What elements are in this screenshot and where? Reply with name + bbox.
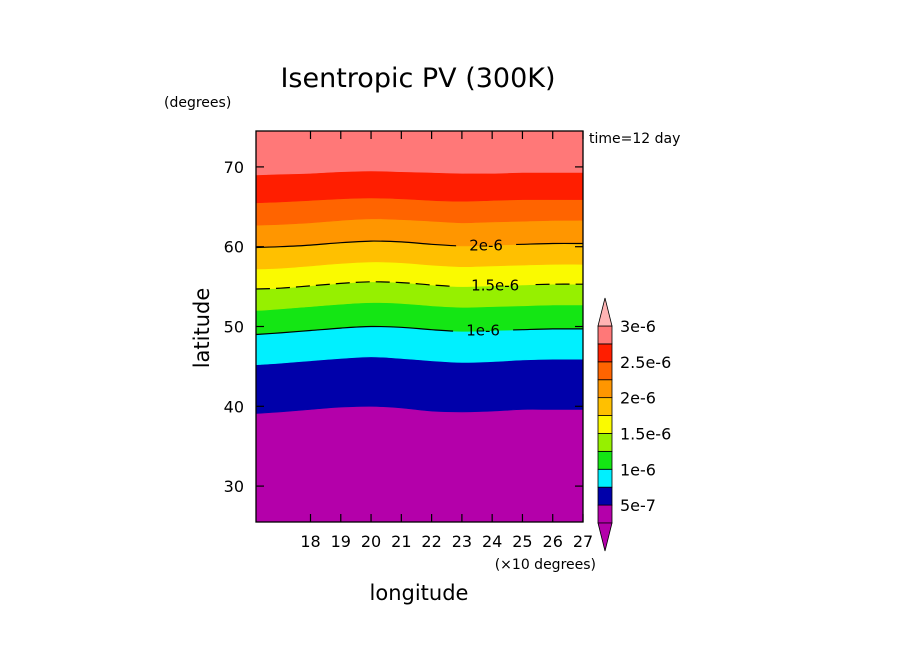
x-tick-label: 27 <box>573 532 593 551</box>
y-tick-label: 30 <box>224 477 244 496</box>
x-tick-label: 23 <box>452 532 472 551</box>
colorbar-label: 1e-6 <box>620 460 656 479</box>
x-tick-label: 26 <box>543 532 563 551</box>
colorbar-label: 2e-6 <box>620 389 656 408</box>
colorbar-band <box>597 343 613 363</box>
chart-title: Isentropic PV (300K) <box>280 63 555 94</box>
x-tick-label: 20 <box>361 532 381 551</box>
colorbar-band <box>597 450 613 470</box>
x-tick-label: 25 <box>512 532 532 551</box>
colorbar-band <box>597 361 613 381</box>
contour-band <box>255 326 584 366</box>
y-axis-label: latitude <box>190 288 214 369</box>
y-unit-label: (degrees) <box>164 95 231 111</box>
y-tick-labels: 30 40 50 60 70 <box>224 158 244 496</box>
contour-band <box>255 356 584 414</box>
contour-line <box>256 325 583 336</box>
time-annotation: time=12 day <box>589 131 680 147</box>
x-axis-label: longitude <box>370 581 469 605</box>
contour-labels: 2e-6 1.5e-6 1e-6 <box>466 236 519 339</box>
x-tick-label: 19 <box>331 532 351 551</box>
contour-label: 1.5e-6 <box>471 277 519 295</box>
y-tick-label: 60 <box>224 238 244 257</box>
contour-band <box>255 405 584 523</box>
y-tick-label: 50 <box>224 318 244 337</box>
y-tick-label: 70 <box>224 158 244 177</box>
contour-band <box>255 130 584 176</box>
contour-fills <box>255 130 584 523</box>
contour-line <box>256 240 583 249</box>
contour-band <box>255 170 584 204</box>
colorbar-band <box>597 468 613 488</box>
colorbar-label: 1.5e-6 <box>620 424 671 443</box>
axis-ticks <box>256 131 584 522</box>
colorbar-label: 5e-7 <box>620 496 656 515</box>
colorbar-over-arrow <box>597 297 613 327</box>
x-tick-label: 18 <box>300 532 320 551</box>
colorbar-band <box>597 486 613 506</box>
colorbar-band <box>597 504 613 524</box>
x-tick-label: 21 <box>391 532 411 551</box>
y-tick-label: 40 <box>224 397 244 416</box>
colorbar-band <box>597 379 613 399</box>
colorbar-label: 2.5e-6 <box>620 353 671 372</box>
colorbar-under-arrow <box>597 522 613 552</box>
x-tick-label: 24 <box>482 532 502 551</box>
x-tick-label: 22 <box>421 532 441 551</box>
colorbar-band <box>597 433 613 452</box>
colorbar-band <box>597 415 613 434</box>
colorbar-label: 3e-6 <box>620 317 656 336</box>
contour-label: 1e-6 <box>466 322 500 340</box>
contour-label: 2e-6 <box>469 236 503 254</box>
colorbar-band <box>597 325 613 345</box>
x-tick-labels: 18 19 20 21 22 23 24 25 26 27 <box>300 532 593 551</box>
x-unit-label: (×10 degrees) <box>495 557 596 573</box>
colorbar-band <box>597 397 613 416</box>
colorbar: 5e-7 1e-6 1.5e-6 2e-6 2.5e-6 3e-6 <box>597 297 671 552</box>
